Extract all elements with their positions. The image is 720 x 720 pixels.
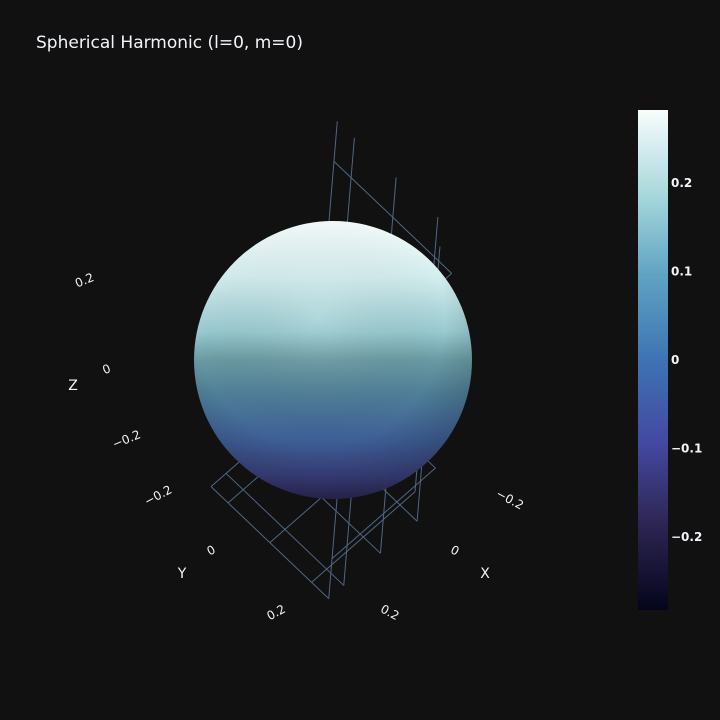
colorbar-gradient — [638, 110, 668, 610]
z-tick-label: 0 — [100, 361, 112, 377]
y-tick-label: 0 — [204, 542, 217, 558]
colorbar-tick-label: 0.1 — [671, 264, 692, 278]
z-tick-label: 0.2 — [73, 270, 96, 290]
y-axis-title: Y — [177, 566, 187, 582]
x-tick-label: 0.2 — [378, 602, 401, 623]
x-tick-label: 0 — [448, 542, 461, 558]
grid-line-side-z — [333, 160, 453, 274]
y-tick-label: −0.2 — [142, 482, 174, 508]
sphere-surface[interactable] — [194, 221, 472, 499]
z-tick-label: −0.2 — [110, 427, 142, 451]
colorbar-tick-label: −0.1 — [671, 442, 702, 456]
colorbar-tick-label: −0.2 — [671, 530, 702, 544]
x-tick-label: −0.2 — [494, 486, 526, 512]
x-axis-title: X — [480, 566, 490, 582]
box-edge — [210, 486, 330, 599]
grid-line-back-z — [331, 467, 436, 560]
y-tick-label: 0.2 — [264, 602, 287, 623]
z-axis-title: Z — [68, 378, 78, 394]
colorbar: 0.2 0.1 0 −0.1 −0.2 — [638, 110, 702, 610]
colorbar-ticks: 0.2 0.1 0 −0.1 −0.2 — [671, 176, 702, 544]
colorbar-tick-label: 0 — [671, 353, 679, 367]
chart-title: Spherical Harmonic (l=0, m=0) — [36, 33, 303, 53]
grid-line-floor-y — [225, 473, 345, 586]
colorbar-tick-label: 0.2 — [671, 176, 692, 190]
